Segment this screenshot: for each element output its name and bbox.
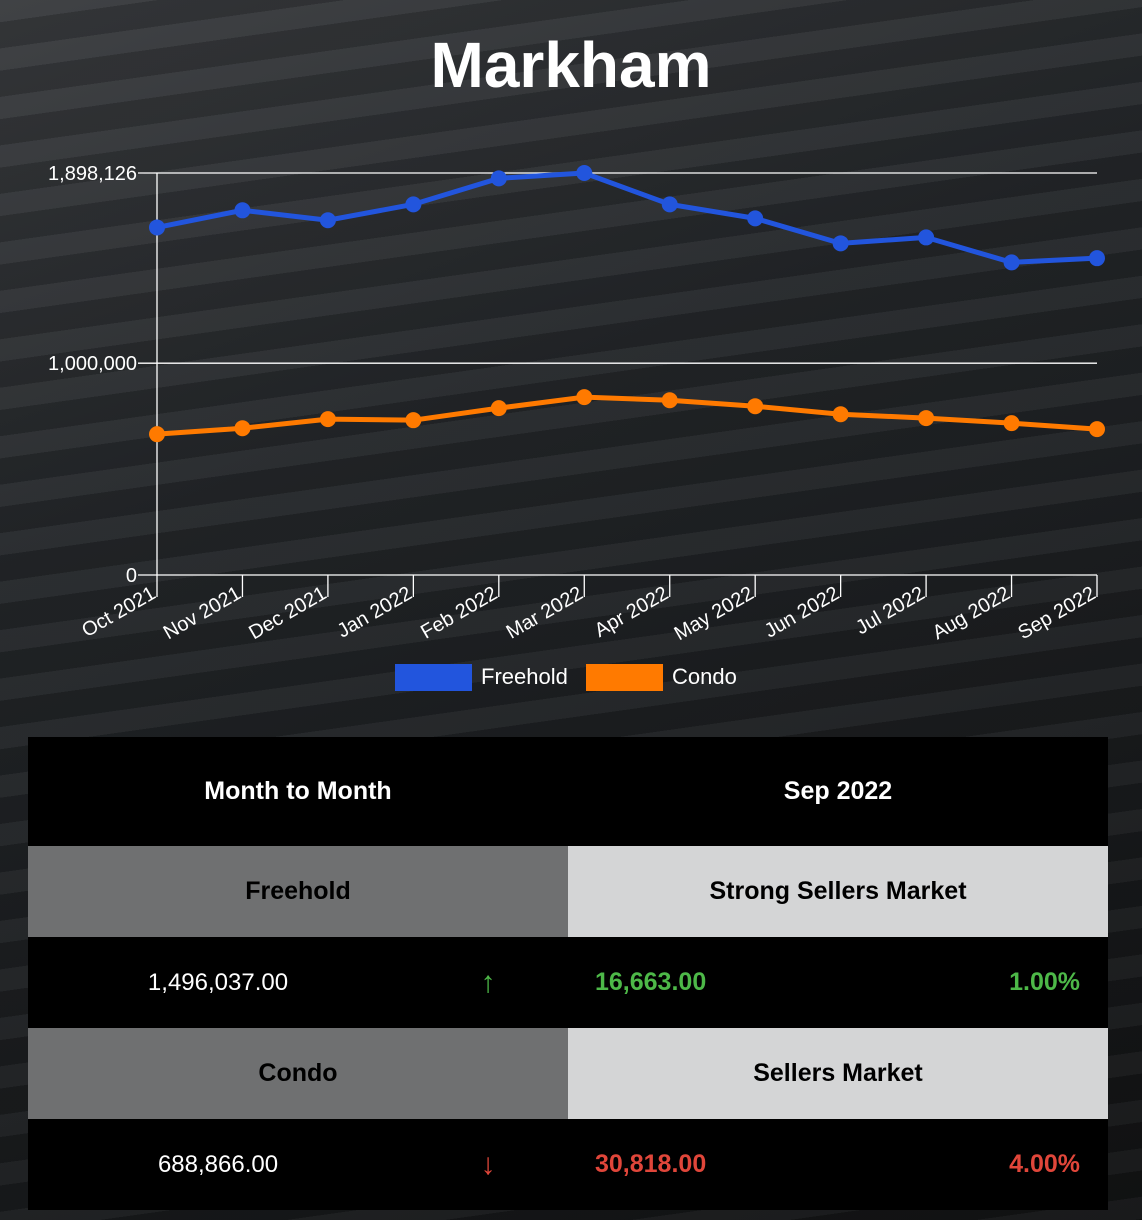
chart-title: Markham: [430, 29, 712, 101]
x-tick-label: Jan 2022: [334, 582, 416, 642]
data-point-freehold: [1089, 250, 1105, 267]
y-tick-label: 0: [126, 565, 137, 587]
change-value: 30,818.00: [595, 1150, 707, 1178]
legend-label-freehold: Freehold: [481, 664, 568, 689]
y-tick-label: 1,898,126: [48, 163, 137, 185]
legend-swatch-condo: [586, 664, 663, 691]
data-point-freehold: [490, 170, 507, 187]
data-point-condo: [747, 398, 764, 415]
x-tick-label: Sep 2022: [1014, 582, 1099, 644]
freehold-category-row: Freehold Strong Sellers Market: [28, 846, 1108, 937]
x-tick-label: Dec 2021: [245, 582, 330, 644]
data-point-freehold: [576, 165, 593, 181]
arrow-up-icon: ↑: [480, 965, 496, 999]
series-line-condo: [156, 394, 1098, 437]
data-point-freehold: [918, 229, 935, 246]
change-value: 16,663.00: [595, 968, 707, 996]
data-point-freehold: [319, 212, 336, 229]
data-point-condo: [576, 389, 593, 406]
x-tick-label: Nov 2021: [160, 582, 245, 644]
data-point-condo: [405, 412, 422, 429]
table-header: Month to Month Sep 2022: [28, 737, 1108, 846]
x-tick-label: Mar 2022: [503, 582, 587, 643]
x-tick-label: Oct 2021: [78, 582, 159, 642]
data-point-freehold: [747, 210, 764, 227]
price-value: 1,496,037.00: [147, 968, 289, 996]
x-tick-label: May 2022: [671, 582, 758, 645]
freehold-value-row: 1,496,037.00 ↑ 16,663.00 1.00%: [28, 937, 1108, 1028]
market-table: Month to Month Sep 2022 Freehold Strong …: [28, 737, 1108, 1210]
x-tick-label: Feb 2022: [417, 582, 501, 643]
condo-value-row: 688,866.00 ↓ 30,818.00 4.00%: [28, 1119, 1108, 1210]
data-point-condo: [234, 420, 251, 437]
data-point-freehold: [234, 202, 251, 219]
condo-category-row: Condo Sellers Market: [28, 1028, 1108, 1119]
legend-swatch-freehold: [395, 664, 472, 691]
data-point-condo: [149, 426, 165, 443]
y-tick-label: 1,000,000: [48, 353, 137, 375]
header-month-to-month: Month to Month: [204, 777, 392, 805]
data-point-condo: [319, 411, 336, 428]
percent-value: 4.00%: [1009, 1150, 1080, 1178]
legend-label-condo: Condo: [672, 664, 737, 689]
data-point-condo: [832, 406, 849, 423]
data-point-condo: [661, 392, 678, 409]
series-line-freehold: [156, 170, 1098, 265]
data-point-condo: [1089, 421, 1105, 438]
x-tick-label: Jun 2022: [761, 582, 843, 642]
x-tick-label: Apr 2022: [591, 582, 672, 642]
type-label: Freehold: [28, 846, 568, 937]
percent-value: 1.00%: [1009, 968, 1080, 996]
type-label: Condo: [28, 1028, 568, 1119]
arrow-down-icon: ↓: [480, 1147, 496, 1181]
data-point-freehold: [149, 219, 165, 236]
line-chart: 0 1,000,000 1,898,126 Oct 2021 Nov 2021 Dec 2…: [48, 163, 1105, 691]
data-point-condo: [918, 410, 935, 427]
market-label: Strong Sellers Market: [568, 846, 1108, 937]
data-point-freehold: [661, 196, 678, 213]
x-tick-label: Jul 2022: [852, 582, 928, 639]
data-point-condo: [1003, 415, 1020, 432]
data-point-freehold: [1003, 254, 1020, 271]
price-value: 688,866.00: [157, 1150, 279, 1178]
data-point-freehold: [832, 235, 849, 252]
data-point-freehold: [405, 196, 422, 213]
market-label: Sellers Market: [568, 1028, 1108, 1119]
header-month: Sep 2022: [783, 777, 893, 805]
x-tick-label: Aug 2022: [929, 582, 1014, 644]
data-point-condo: [490, 400, 507, 417]
